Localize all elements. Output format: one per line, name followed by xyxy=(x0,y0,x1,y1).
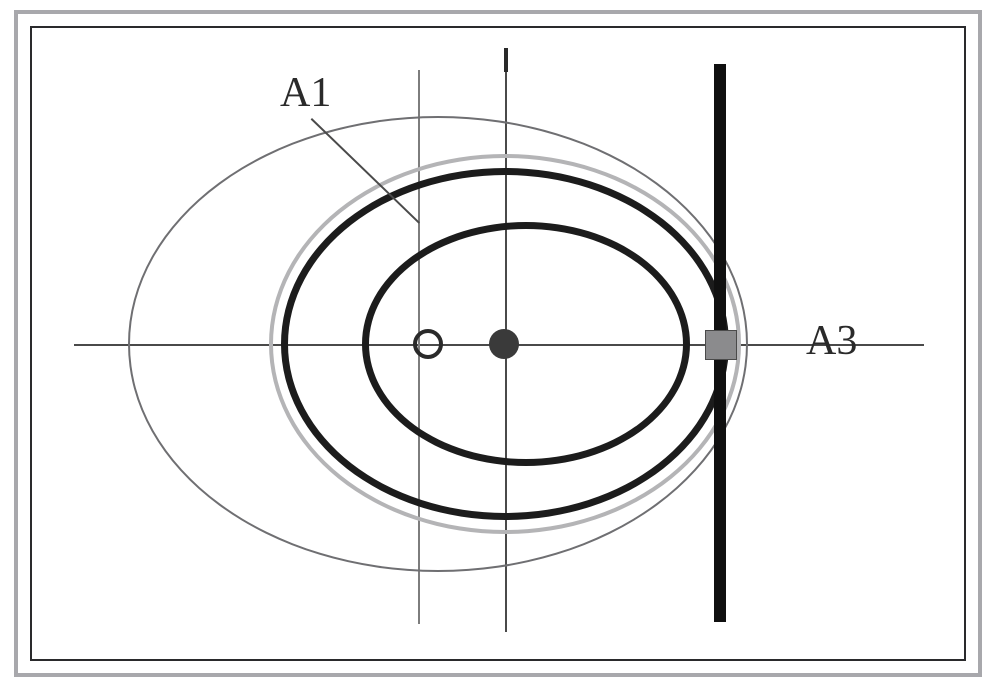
label-A1: A1 xyxy=(280,69,331,117)
axis-tick-top xyxy=(504,48,508,72)
diagram-canvas: A1 A3 xyxy=(0,0,1000,689)
marker-open-circle xyxy=(413,329,443,359)
ellipse-bold-inner xyxy=(362,222,690,466)
marker-filled-circle xyxy=(489,329,519,359)
label-A3: A3 xyxy=(806,317,857,365)
marker-square-A3 xyxy=(705,330,737,360)
